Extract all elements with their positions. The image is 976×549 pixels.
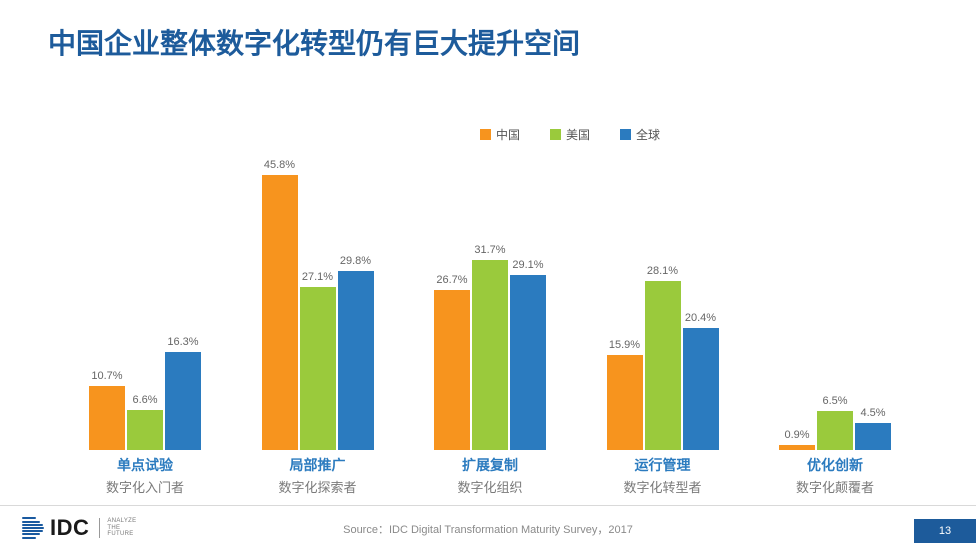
bar [165,352,201,450]
bar-value-label: 31.7% [474,244,505,256]
slide: 中国企业整体数字化转型仍有巨大提升空间 中国美国全球 10.7%6.6%16.3… [0,0,976,549]
footer: IDC ANALYZETHEFUTURE Source：IDC Digital … [0,505,976,549]
bar-wrap: 15.9% [607,339,643,450]
bar-value-label: 4.5% [860,407,885,419]
bar-value-label: 29.8% [340,255,371,267]
bar-wrap: 20.4% [683,312,719,450]
bar-wrap: 0.9% [779,429,815,450]
bar [127,410,163,450]
bar [510,275,546,450]
bar-value-label: 45.8% [264,159,295,171]
bar-value-label: 10.7% [91,370,122,382]
bar-value-label: 26.7% [436,274,467,286]
x-category-main: 优化创新 [760,455,910,475]
bar [434,290,470,450]
bar-wrap: 6.6% [127,394,163,450]
x-category-sub: 数字化颠覆者 [760,477,910,496]
x-category-main: 扩展复制 [415,455,565,475]
bar-chart: 10.7%6.6%16.3%45.8%27.1%29.8%26.7%31.7%2… [70,140,910,450]
bar-value-label: 16.3% [167,336,198,348]
bar-value-label: 15.9% [609,339,640,351]
bar-value-label: 6.6% [132,394,157,406]
bar-wrap: 29.1% [510,259,546,450]
source-text: Source：IDC Digital Transformation Maturi… [0,521,976,537]
page-number: 13 [914,519,976,543]
bar [262,175,298,450]
bar-wrap: 27.1% [300,271,336,450]
bar-group: 45.8% 27.1% 29.8% [243,159,393,450]
bar [300,287,336,450]
x-category: 扩展复制数字化组织 [415,455,565,496]
x-category-main: 运行管理 [588,455,738,475]
bar [338,271,374,450]
x-category-sub: 数字化探索者 [243,477,393,496]
chart-groups: 10.7%6.6%16.3%45.8%27.1%29.8%26.7%31.7%2… [70,140,910,450]
x-axis: 单点试验数字化入门者局部推广数字化探索者扩展复制数字化组织运行管理数字化转型者优… [70,455,910,496]
bar-wrap: 29.8% [338,255,374,450]
x-category: 优化创新数字化颠覆者 [760,455,910,496]
bar-value-label: 20.4% [685,312,716,324]
x-category-sub: 数字化入门者 [70,477,220,496]
bar-wrap: 45.8% [262,159,298,450]
bar-value-label: 29.1% [512,259,543,271]
bar-value-label: 6.5% [822,395,847,407]
bar [607,355,643,450]
bar [472,260,508,450]
bar [779,445,815,450]
bar-wrap: 6.5% [817,395,853,450]
bar-value-label: 28.1% [647,265,678,277]
legend-swatch [620,129,631,140]
bar-wrap: 28.1% [645,265,681,450]
bar-value-label: 27.1% [302,271,333,283]
legend-swatch [550,129,561,140]
x-category: 局部推广数字化探索者 [243,455,393,496]
legend-swatch [480,129,491,140]
bar-group: 26.7% 31.7% 29.1% [415,244,565,450]
bar-group: 0.9% 6.5% 4.5% [760,395,910,450]
bar-wrap: 4.5% [855,407,891,450]
bar-wrap: 16.3% [165,336,201,450]
x-category-sub: 数字化组织 [415,477,565,496]
bar-wrap: 10.7% [89,370,125,450]
x-category-main: 单点试验 [70,455,220,475]
bar-value-label: 0.9% [784,429,809,441]
bar [89,386,125,450]
bar-group: 10.7% 6.6% 16.3% [70,336,220,450]
bar [855,423,891,450]
bar [683,328,719,450]
x-category: 单点试验数字化入门者 [70,455,220,496]
bar-wrap: 26.7% [434,274,470,450]
slide-title: 中国企业整体数字化转型仍有巨大提升空间 [48,22,580,62]
x-category-main: 局部推广 [243,455,393,475]
bar [817,411,853,450]
bar-wrap: 31.7% [472,244,508,450]
x-category: 运行管理数字化转型者 [588,455,738,496]
bar [645,281,681,450]
x-category-sub: 数字化转型者 [588,477,738,496]
bar-group: 15.9% 28.1% 20.4% [588,265,738,450]
